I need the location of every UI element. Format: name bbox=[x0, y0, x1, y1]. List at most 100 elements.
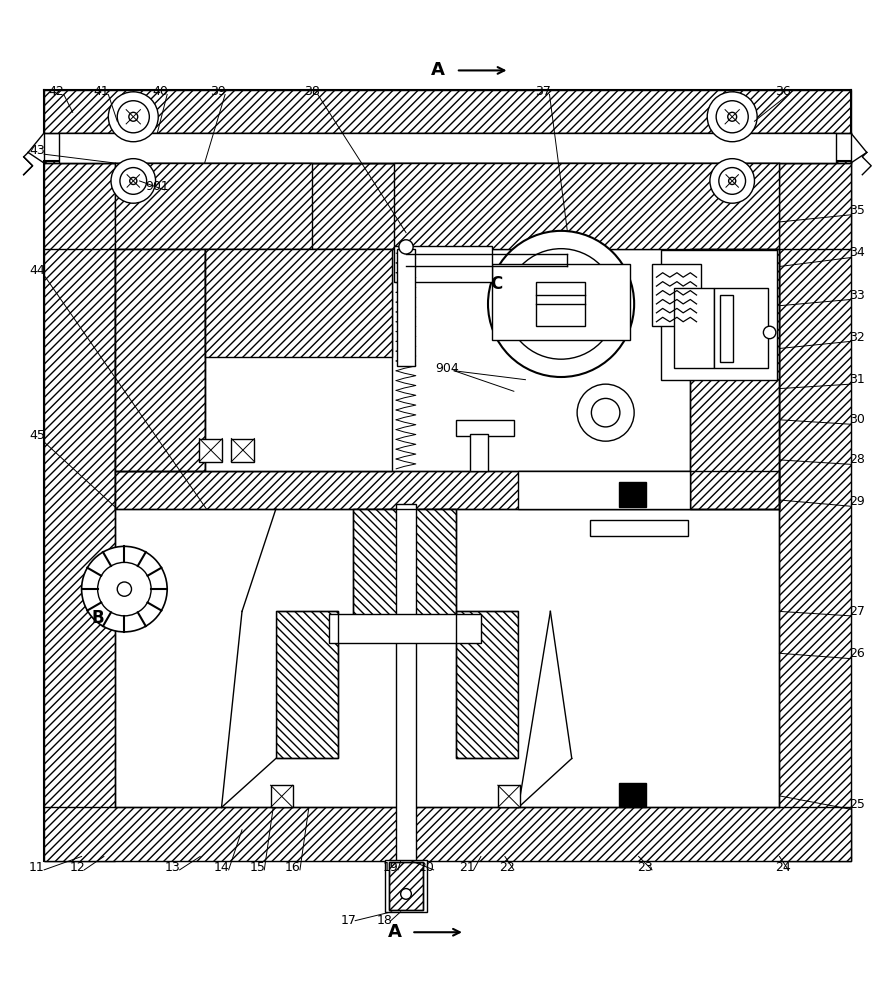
Circle shape bbox=[716, 101, 748, 133]
Bar bbox=[115, 471, 780, 509]
Text: A: A bbox=[388, 923, 402, 941]
Circle shape bbox=[120, 168, 147, 194]
Text: 38: 38 bbox=[304, 85, 319, 98]
Text: 40: 40 bbox=[152, 85, 168, 98]
Bar bbox=[674, 288, 714, 368]
Bar bbox=[397, 249, 415, 366]
Polygon shape bbox=[222, 611, 276, 807]
Bar bbox=[652, 264, 701, 326]
Text: 13: 13 bbox=[164, 861, 181, 874]
Bar bbox=[492, 264, 629, 340]
Bar bbox=[536, 282, 586, 326]
Bar bbox=[456, 611, 519, 758]
Bar bbox=[470, 434, 488, 471]
Text: 901: 901 bbox=[146, 180, 169, 193]
Bar bbox=[276, 611, 338, 758]
Text: 27: 27 bbox=[849, 605, 864, 618]
Circle shape bbox=[130, 177, 137, 185]
Bar bbox=[396, 504, 416, 861]
Text: 43: 43 bbox=[30, 144, 45, 157]
Text: 26: 26 bbox=[849, 647, 864, 660]
Text: 19: 19 bbox=[383, 861, 399, 874]
Text: 34: 34 bbox=[849, 246, 864, 259]
Bar bbox=[519, 471, 690, 509]
Bar bbox=[619, 482, 645, 507]
Text: 11: 11 bbox=[30, 861, 45, 874]
Bar bbox=[329, 614, 481, 643]
Text: 20: 20 bbox=[418, 861, 434, 874]
Circle shape bbox=[578, 384, 634, 441]
Bar bbox=[205, 249, 392, 357]
Bar bbox=[115, 249, 205, 471]
Circle shape bbox=[506, 249, 616, 359]
Circle shape bbox=[488, 231, 634, 377]
Circle shape bbox=[399, 240, 413, 254]
Circle shape bbox=[707, 92, 757, 142]
Text: 33: 33 bbox=[849, 289, 864, 302]
Circle shape bbox=[401, 889, 411, 899]
Text: 39: 39 bbox=[210, 85, 226, 98]
Text: 32: 32 bbox=[849, 331, 864, 344]
Bar bbox=[384, 860, 427, 912]
Circle shape bbox=[117, 101, 149, 133]
Polygon shape bbox=[519, 611, 572, 807]
Bar bbox=[393, 246, 492, 282]
Text: 42: 42 bbox=[49, 85, 64, 98]
Text: 16: 16 bbox=[285, 861, 300, 874]
Text: C: C bbox=[490, 275, 502, 293]
Bar bbox=[276, 611, 338, 758]
Text: 12: 12 bbox=[69, 861, 85, 874]
Circle shape bbox=[763, 326, 776, 339]
Circle shape bbox=[129, 112, 138, 121]
Text: 31: 31 bbox=[849, 373, 864, 386]
Bar bbox=[44, 163, 851, 249]
Circle shape bbox=[728, 112, 737, 121]
Bar bbox=[498, 785, 520, 807]
Bar bbox=[115, 471, 780, 509]
Text: A: A bbox=[431, 61, 445, 79]
Text: 36: 36 bbox=[775, 85, 791, 98]
Text: 28: 28 bbox=[849, 453, 864, 466]
Text: 15: 15 bbox=[249, 861, 266, 874]
Circle shape bbox=[719, 168, 746, 194]
Bar bbox=[393, 163, 780, 249]
Bar bbox=[714, 288, 768, 368]
Bar bbox=[661, 250, 777, 380]
Bar bbox=[59, 133, 837, 163]
Circle shape bbox=[710, 159, 755, 203]
Bar bbox=[690, 249, 780, 509]
Bar bbox=[780, 161, 851, 861]
Circle shape bbox=[117, 582, 131, 596]
Text: 29: 29 bbox=[849, 495, 864, 508]
Bar bbox=[44, 161, 851, 861]
Text: 904: 904 bbox=[435, 362, 459, 375]
Bar bbox=[115, 249, 205, 471]
Bar bbox=[590, 520, 687, 536]
Bar bbox=[619, 783, 645, 807]
Text: 17: 17 bbox=[341, 914, 357, 927]
Bar bbox=[389, 862, 423, 910]
Bar bbox=[199, 439, 223, 462]
Bar bbox=[44, 807, 851, 861]
Text: B: B bbox=[91, 609, 104, 627]
Circle shape bbox=[108, 92, 158, 142]
Bar bbox=[720, 295, 733, 362]
Bar bbox=[115, 163, 311, 249]
Bar bbox=[353, 509, 456, 616]
Text: 14: 14 bbox=[214, 861, 230, 874]
Bar bbox=[456, 611, 519, 758]
Circle shape bbox=[591, 398, 620, 427]
Text: 41: 41 bbox=[93, 85, 109, 98]
Text: 23: 23 bbox=[637, 861, 653, 874]
Bar bbox=[232, 439, 255, 462]
Bar bbox=[389, 862, 423, 910]
Bar bbox=[353, 509, 456, 616]
Text: 24: 24 bbox=[775, 861, 791, 874]
Bar bbox=[205, 249, 392, 471]
Text: 22: 22 bbox=[499, 861, 515, 874]
Circle shape bbox=[111, 159, 156, 203]
Text: 30: 30 bbox=[849, 413, 864, 426]
Bar bbox=[690, 249, 780, 509]
Text: 25: 25 bbox=[849, 798, 864, 811]
Circle shape bbox=[729, 177, 736, 185]
